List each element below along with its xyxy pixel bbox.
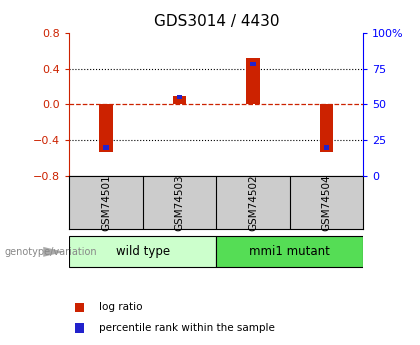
Bar xyxy=(324,146,330,149)
Text: percentile rank within the sample: percentile rank within the sample xyxy=(99,323,275,333)
Bar xyxy=(75,323,84,333)
Text: mmi1 mutant: mmi1 mutant xyxy=(249,245,330,258)
Text: GSM74501: GSM74501 xyxy=(101,175,111,231)
Text: log ratio: log ratio xyxy=(99,303,142,313)
Bar xyxy=(100,105,113,152)
Polygon shape xyxy=(43,247,64,257)
Text: GSM74504: GSM74504 xyxy=(322,175,331,231)
Text: GSM74502: GSM74502 xyxy=(248,175,258,231)
Bar xyxy=(250,62,256,66)
Text: GSM74503: GSM74503 xyxy=(175,175,184,231)
Bar xyxy=(247,58,260,105)
Bar xyxy=(173,96,186,105)
Text: wild type: wild type xyxy=(116,245,170,258)
Title: GDS3014 / 4430: GDS3014 / 4430 xyxy=(154,14,279,29)
Text: genotype/variation: genotype/variation xyxy=(4,247,97,257)
Bar xyxy=(216,236,363,267)
Bar xyxy=(75,303,84,313)
Bar xyxy=(177,95,183,99)
Bar xyxy=(103,146,109,149)
Bar xyxy=(69,236,216,267)
Bar xyxy=(320,105,333,152)
